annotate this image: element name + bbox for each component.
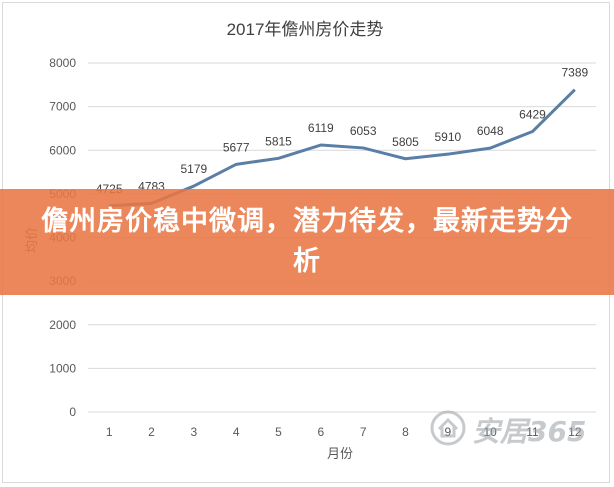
series-line	[109, 88, 576, 208]
x-tick-label: 3	[190, 425, 197, 439]
x-tick-label: 4	[233, 425, 240, 439]
data-label: 6053	[350, 124, 377, 138]
y-tick-label: 8000	[49, 56, 76, 70]
x-axis-tick-labels: 1 2 3 4 5 6 7 8 9 10 11 12	[106, 425, 582, 439]
headline-text: 儋州房价稳中微调，潜力待发，最新走势分析	[41, 206, 573, 277]
y-tick-label: 1000	[49, 361, 76, 375]
y-tick-label: 6000	[49, 143, 76, 157]
x-tick-label: 9	[444, 425, 451, 439]
data-label: 7389	[561, 66, 588, 80]
chart-title: 2017年儋州房价走势	[227, 20, 384, 39]
x-tick-label: 10	[483, 425, 497, 439]
x-tick-label: 5	[275, 425, 282, 439]
x-tick-label: 12	[568, 425, 582, 439]
watermark: 安居365	[430, 408, 586, 452]
x-tick-label: 8	[402, 425, 409, 439]
y-tick-label: 0	[69, 405, 76, 419]
data-label: 5677	[223, 140, 250, 154]
x-tick-label: 6	[317, 425, 324, 439]
x-tick-label: 11	[526, 425, 539, 439]
headline-banner: 儋州房价稳中微调，潜力待发，最新走势分析	[0, 189, 614, 295]
data-label: 6119	[308, 121, 334, 135]
house-logo-icon	[430, 410, 466, 451]
data-label: 5910	[434, 130, 461, 144]
data-labels: 4725478351795677581561196053580559106048…	[96, 66, 589, 196]
x-tick-label: 7	[360, 425, 367, 439]
data-label: 5805	[392, 135, 419, 149]
x-tick-label: 1	[106, 425, 113, 439]
data-label: 6429	[519, 108, 546, 122]
watermark-text: 安居365	[472, 415, 587, 448]
x-tick-label: 2	[148, 425, 155, 439]
x-axis-label: 月份	[327, 446, 353, 461]
y-tick-label: 7000	[49, 100, 76, 114]
data-label: 5815	[265, 134, 292, 148]
data-label: 5179	[180, 162, 207, 176]
y-tick-label: 2000	[49, 318, 76, 332]
data-label: 6048	[477, 124, 504, 138]
